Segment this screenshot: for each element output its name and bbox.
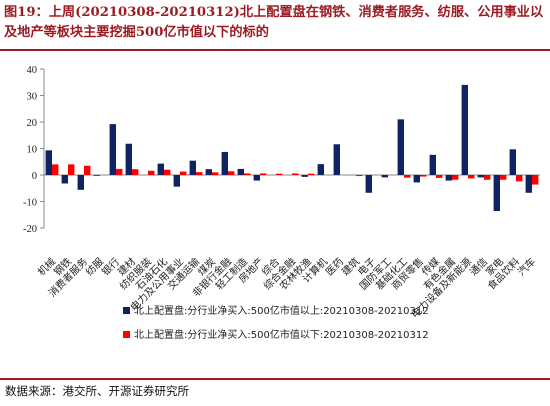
bar-series1 [125,143,132,175]
bar-series2 [212,172,219,175]
bar-series1 [61,175,68,184]
title-divider [0,49,550,51]
bar-series1 [77,175,84,190]
bar-series1 [493,175,500,212]
bar-series1 [109,124,116,175]
y-tick-label: 20 [27,118,38,129]
y-tick-label: -20 [23,224,37,235]
bar-series2 [516,175,523,182]
bar-series2 [468,175,475,179]
y-tick-label: 10 [27,145,38,156]
bar-series1 [461,84,468,175]
bar-series2 [500,175,507,180]
bar-series2 [356,175,363,177]
bar-series2 [116,168,123,175]
y-tick-label: 0 [32,171,37,182]
bar-series1 [397,119,404,175]
bar-series1 [157,163,164,175]
bar-series1 [365,175,372,193]
bar-series1 [445,175,452,181]
bar-series1 [93,175,100,176]
bar-series1 [221,151,228,175]
y-tick-label: 30 [27,92,38,103]
bar-series1 [333,144,340,175]
bar-series1 [45,150,52,175]
bar-series2 [308,173,315,175]
bar-series1 [237,168,244,175]
bar-series2 [452,175,459,180]
bar-series2 [532,175,539,185]
bar-series2 [420,175,427,177]
bar-series1 [205,169,212,175]
bar-series1 [173,175,180,187]
bar-series2 [68,164,75,175]
bar-series1 [477,175,484,178]
x-category-label: 机械 [35,255,58,278]
legend-swatch [123,307,130,314]
bar-series2 [276,173,283,175]
bar-series2 [244,173,251,175]
bar-series2 [292,173,299,175]
legend-label: 北上配置盘:分行业净买入:500亿市值以下:20210308-20210312 [134,328,429,341]
bar-series2 [148,170,155,175]
y-tick-label: -10 [23,198,37,209]
bar-series1 [253,175,260,181]
bar-series2 [436,175,443,178]
bar-series1 [317,164,324,175]
bar-series2 [132,169,139,175]
bar-series2 [484,175,491,180]
bar-series1 [413,175,420,183]
bar-series1 [429,154,436,175]
bar-series2 [180,171,187,175]
legend-swatch [123,331,130,338]
bar-series2 [228,171,235,175]
bar-series2 [196,172,203,175]
bar-series1 [189,160,196,175]
bar-series2 [260,173,267,175]
bar-series2 [52,164,59,175]
bar-series1 [301,175,308,177]
bar-series2 [404,175,411,178]
source-divider [0,378,550,380]
bar-series2 [84,165,91,175]
bar-series1 [509,149,516,175]
bar-series1 [381,175,388,178]
bar-series1 [525,175,532,193]
y-tick-label: 40 [27,65,38,76]
chart-title: 图19：上周(20210308-20210312)北上配置盘在钢铁、消费者服务、… [4,5,544,40]
data-source: 数据来源：港交所、开源证券研究所 [5,384,189,398]
legend-label: 北上配置盘:分行业净买入:500亿市值以上:20210308-20210312 [134,304,429,317]
bar-series2 [164,169,171,175]
